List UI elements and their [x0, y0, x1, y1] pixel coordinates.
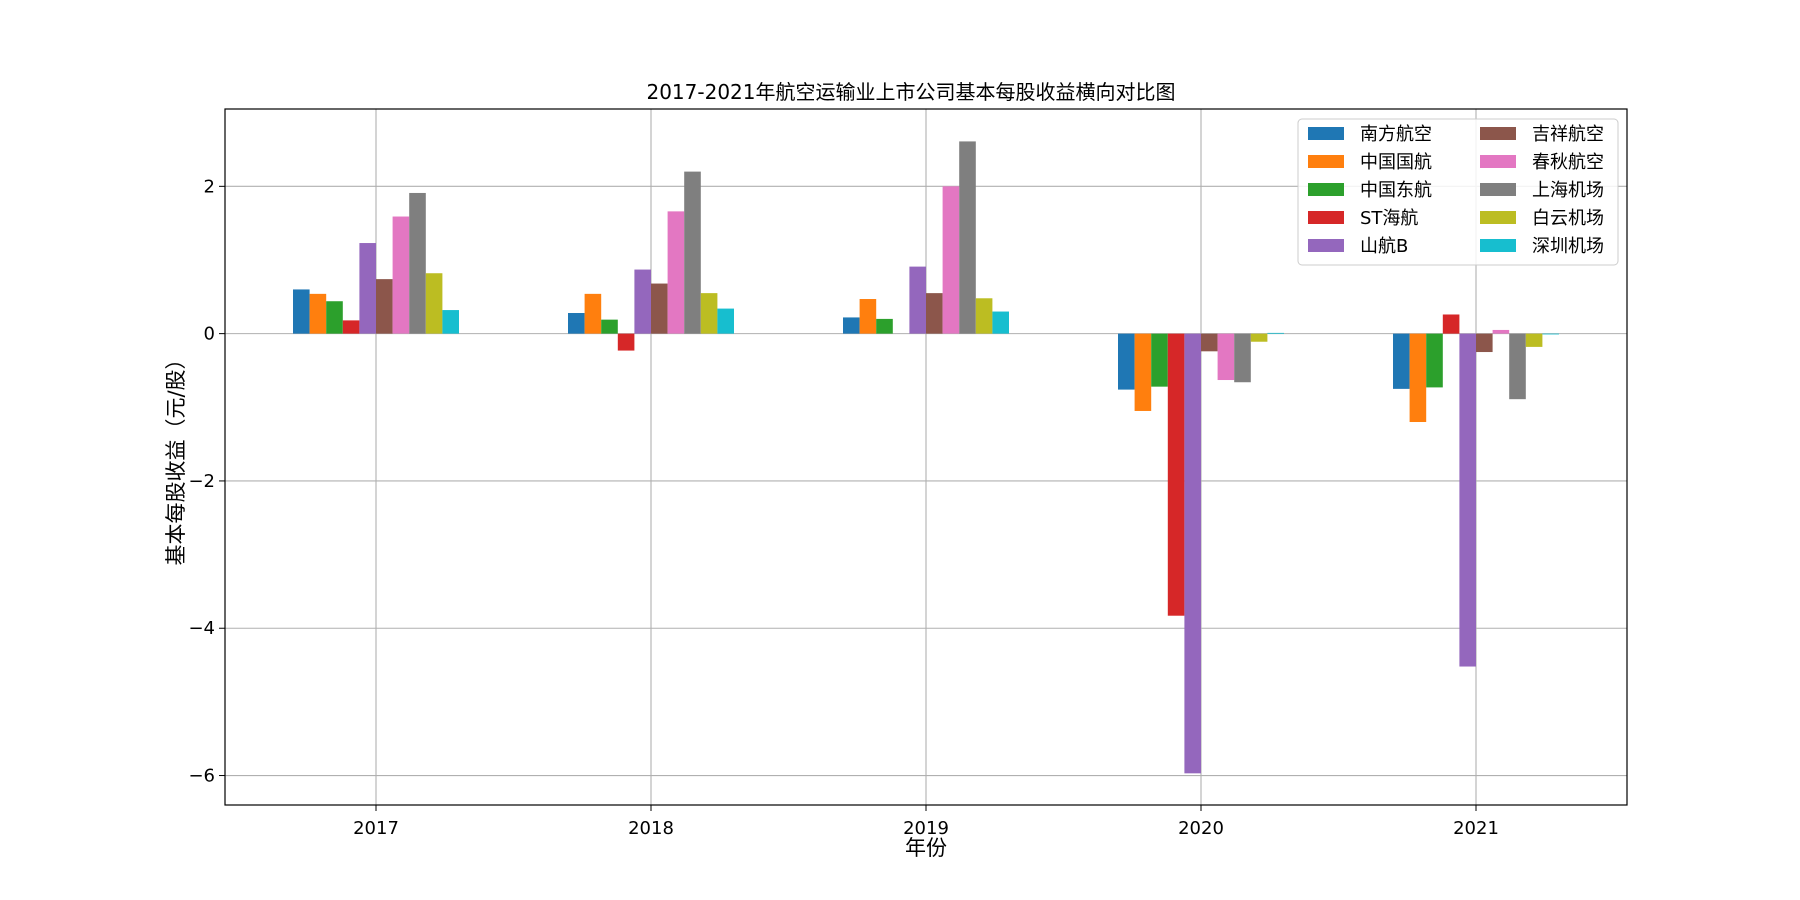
bar-1-4 — [1409, 333, 1427, 423]
legend-swatch — [1308, 155, 1344, 168]
y-axis-label: 基本每股收益（元/股） — [164, 348, 188, 565]
bar-2-3 — [1151, 333, 1168, 387]
y-tick-label: −4 — [188, 618, 215, 639]
bar-8-3 — [1250, 333, 1268, 342]
bar-7-1 — [684, 171, 701, 334]
bar-6-2 — [942, 186, 960, 334]
bar-7-3 — [1234, 333, 1251, 383]
bar-4-0 — [359, 243, 376, 334]
bar-9-1 — [717, 308, 734, 334]
legend-swatch — [1480, 127, 1516, 140]
bar-3-4 — [1442, 314, 1460, 334]
bar-1-2 — [859, 299, 877, 334]
legend-swatch — [1308, 239, 1344, 252]
legend-label: 中国东航 — [1360, 180, 1432, 201]
legend-label: 南方航空 — [1360, 124, 1432, 145]
bar-6-1 — [667, 211, 685, 334]
bar-4-3 — [1184, 333, 1201, 774]
bar-8-2 — [975, 298, 993, 334]
x-tick-label: 2018 — [628, 818, 674, 839]
x-tick-label: 2017 — [353, 818, 399, 839]
bar-3-3 — [1167, 333, 1185, 616]
bar-9-2 — [992, 311, 1009, 334]
legend-swatch — [1308, 183, 1344, 196]
bar-8-4 — [1525, 333, 1543, 347]
legend-swatch — [1308, 211, 1344, 224]
bar-0-3 — [1118, 333, 1135, 390]
bar-4-1 — [634, 269, 651, 334]
bars — [293, 141, 1559, 774]
chart-title: 2017-2021年航空运输业上市公司基本每股收益横向对比图 — [646, 80, 1175, 104]
bar-5-4 — [1476, 333, 1493, 353]
bar-9-3 — [1267, 332, 1284, 334]
bar-5-2 — [926, 293, 943, 334]
bar-7-4 — [1509, 333, 1526, 400]
y-tick-label: 2 — [204, 176, 215, 197]
axis-ticks: 2017 2018 2019 2020 2021 2 0 −2 −4 −6 — [188, 176, 1498, 839]
bar-3-0 — [342, 320, 360, 334]
legend-label: 吉祥航空 — [1532, 124, 1604, 145]
bar-7-0 — [409, 192, 426, 334]
bar-8-0 — [425, 273, 443, 334]
legend-label: 中国国航 — [1360, 152, 1432, 173]
legend-swatch — [1480, 183, 1516, 196]
legend-swatch — [1480, 155, 1516, 168]
bar-1-3 — [1134, 333, 1152, 411]
legend-frame — [1297, 118, 1619, 266]
bar-9-4 — [1542, 333, 1559, 335]
bar-2-2 — [876, 318, 893, 334]
bar-5-3 — [1201, 333, 1218, 352]
bar-9-0 — [442, 310, 459, 334]
bar-2-4 — [1426, 333, 1443, 388]
x-axis-label: 年份 — [905, 836, 947, 860]
legend-swatch — [1308, 127, 1344, 140]
bar-0-4 — [1393, 333, 1410, 389]
bar-3-1 — [617, 333, 635, 351]
legend-label: ST海航 — [1360, 208, 1418, 229]
legend-label: 白云机场 — [1532, 208, 1604, 229]
legend-label: 上海机场 — [1532, 180, 1604, 201]
bar-8-1 — [700, 293, 718, 334]
legend-label: 春秋航空 — [1532, 152, 1604, 173]
y-tick-label: 0 — [204, 324, 215, 345]
bar-7-2 — [959, 141, 976, 334]
bar-2-1 — [601, 319, 618, 334]
y-tick-label: −2 — [188, 471, 215, 492]
legend-swatch — [1480, 239, 1516, 252]
bar-0-0 — [293, 289, 310, 334]
y-tick-label: −6 — [188, 766, 215, 787]
legend-label: 山航B — [1360, 236, 1408, 257]
bar-0-1 — [568, 313, 585, 334]
bar-0-2 — [843, 317, 860, 334]
x-tick-label: 2021 — [1453, 818, 1499, 839]
bar-2-0 — [326, 301, 343, 334]
x-tick-label: 2020 — [1178, 818, 1224, 839]
bar-6-4 — [1492, 329, 1510, 334]
legend-label: 深圳机场 — [1532, 236, 1604, 257]
x-tick-label: 2019 — [903, 818, 949, 839]
legend-swatch — [1480, 211, 1516, 224]
bar-6-3 — [1217, 333, 1235, 381]
bar-1-1 — [584, 293, 602, 334]
bar-5-0 — [376, 279, 393, 334]
bar-5-1 — [651, 283, 668, 334]
bar-4-2 — [909, 266, 926, 334]
bar-4-4 — [1459, 333, 1476, 667]
bar-1-0 — [309, 293, 327, 334]
bar-6-0 — [392, 216, 410, 334]
